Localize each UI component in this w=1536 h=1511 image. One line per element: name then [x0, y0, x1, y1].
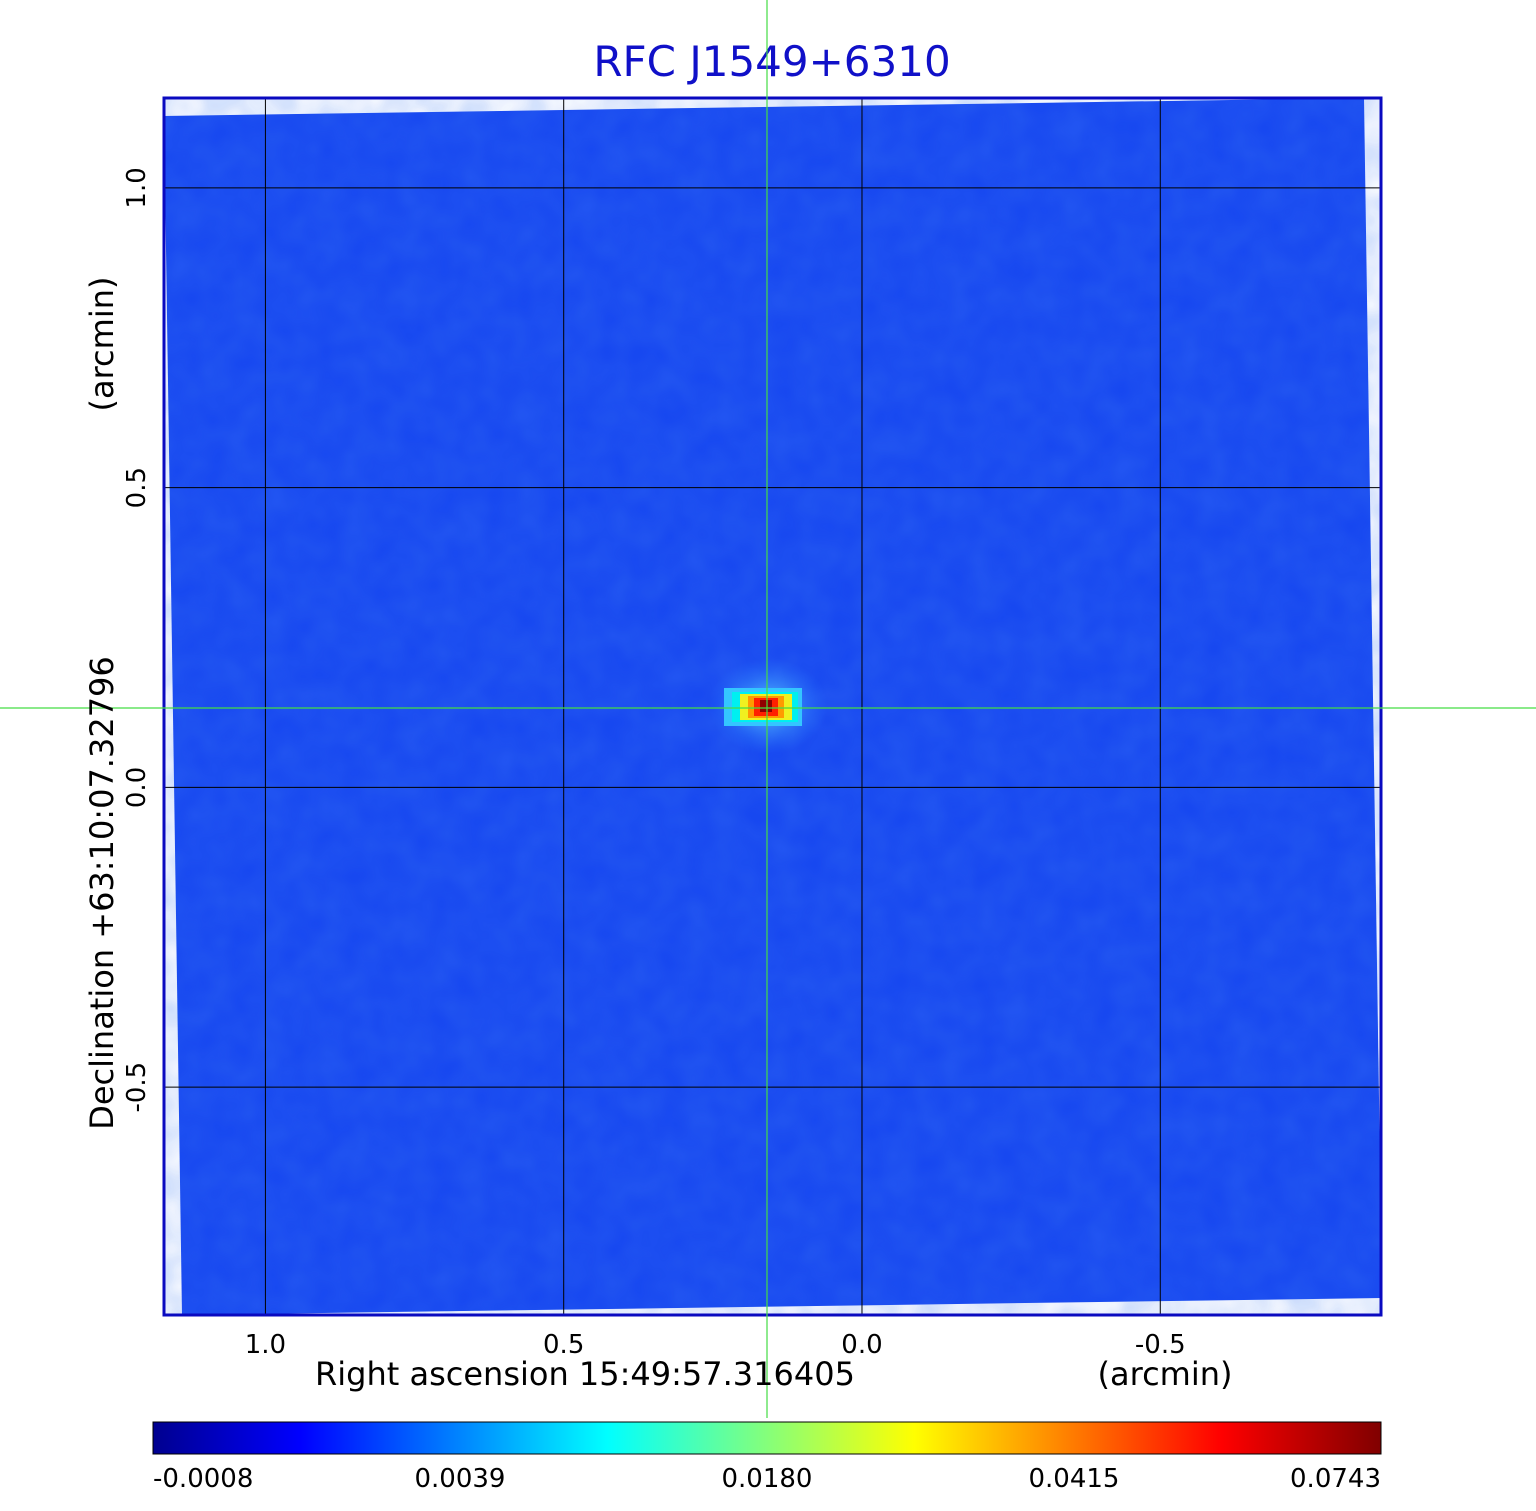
colorbar-tick-label: 0.0180 [722, 1464, 813, 1494]
x-tick-label: 0.5 [543, 1330, 584, 1360]
plot-frame [162, 96, 1383, 1317]
y-tick-label: 1.0 [122, 167, 152, 208]
radio-source [708, 658, 828, 754]
y-tick-labels: 1.0 0.5 0.0 -0.5 [122, 167, 152, 1112]
x-tick-label: 1.0 [245, 1330, 286, 1360]
colorbar-tick-labels: -0.0008 0.0039 0.0180 0.0415 0.0743 [153, 1464, 1381, 1494]
colorbar [152, 1421, 1382, 1455]
colorbar-tick-label: -0.0008 [153, 1464, 253, 1494]
x-tick-label: -0.5 [1135, 1330, 1186, 1360]
source-peak [760, 700, 772, 712]
y-axis-label: Declination +63:10:07.32796 [83, 656, 121, 1130]
colorbar-tick-label: 0.0415 [1029, 1464, 1120, 1494]
y-tick-label: 0.0 [122, 767, 152, 808]
y-axis-unit: (arcmin) [83, 277, 121, 412]
y-tick-label: -0.5 [122, 1062, 152, 1113]
colorbar-tick-label: 0.0039 [415, 1464, 506, 1494]
x-axis-unit: (arcmin) [1098, 1355, 1233, 1393]
coordinate-grid [164, 98, 1381, 1315]
colorbar-tick-label: 0.0743 [1290, 1464, 1381, 1494]
chart-title: RFC J1549+6310 [593, 37, 950, 86]
x-axis-label: Right ascension 15:49:57.316405 [315, 1355, 855, 1393]
x-tick-labels: 1.0 0.5 0.0 -0.5 [245, 1330, 1186, 1360]
y-tick-label: 0.5 [122, 467, 152, 508]
x-tick-label: 0.0 [841, 1330, 882, 1360]
